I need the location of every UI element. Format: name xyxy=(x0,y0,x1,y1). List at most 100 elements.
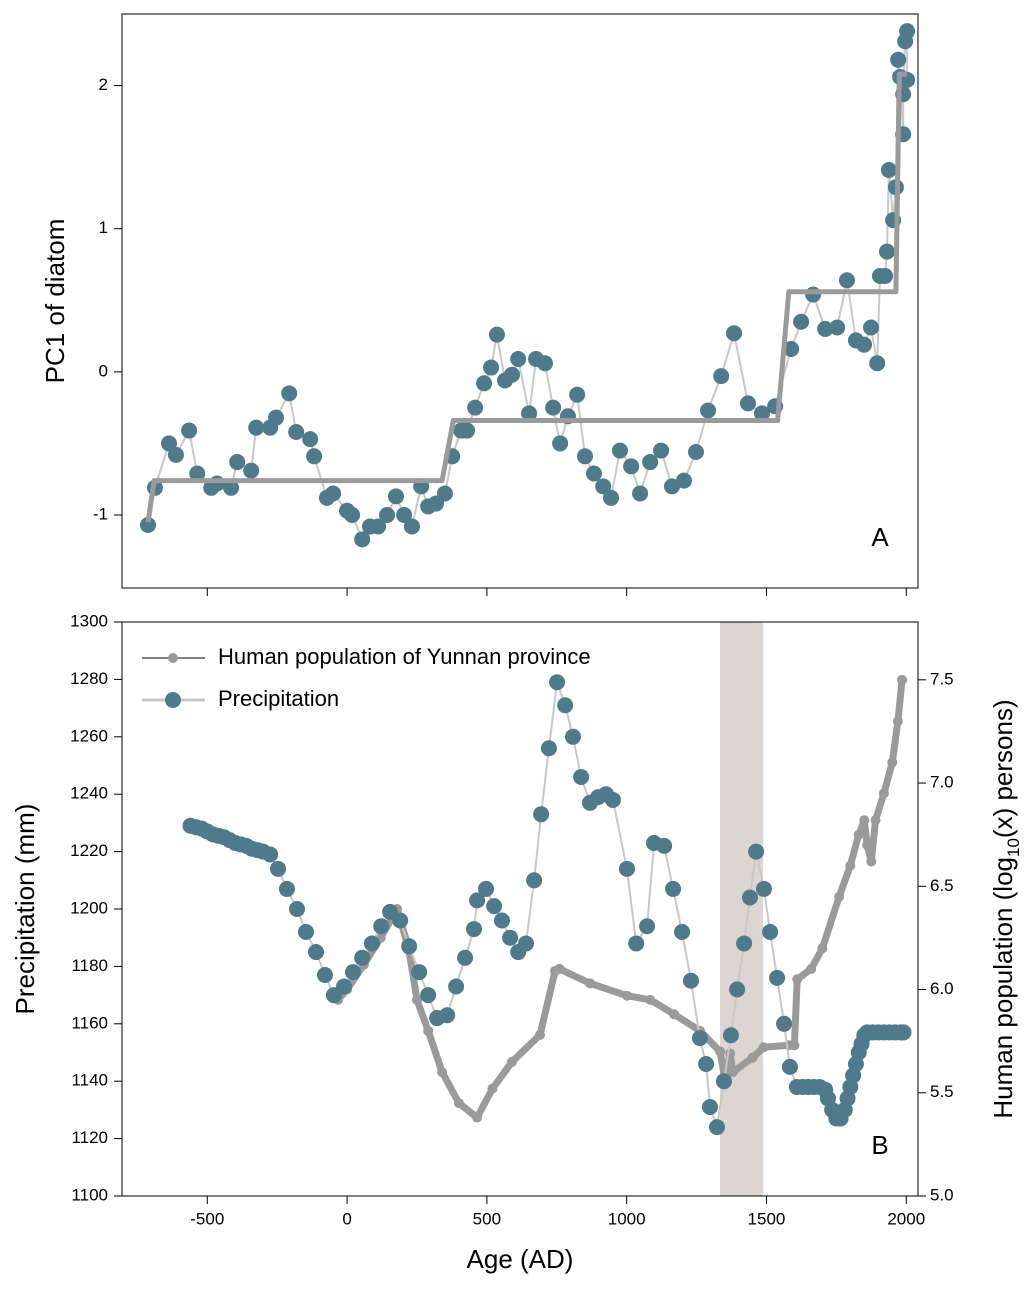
data-point xyxy=(880,162,897,179)
data-point xyxy=(537,355,554,372)
y-tick-label: 1140 xyxy=(71,1071,108,1090)
data-point xyxy=(411,994,422,1005)
y-tick-label: 1 xyxy=(99,218,108,237)
data-point xyxy=(325,485,342,502)
data-point xyxy=(423,1025,434,1036)
data-point xyxy=(243,462,260,479)
data-point xyxy=(862,839,873,850)
data-point xyxy=(722,1027,739,1044)
y2-axis-label-part: 10 xyxy=(1004,838,1023,857)
series-line xyxy=(147,30,909,541)
data-point xyxy=(755,880,772,897)
data-point xyxy=(459,422,476,439)
data-point xyxy=(741,889,758,906)
data-point xyxy=(895,1024,912,1041)
data-point xyxy=(727,1067,738,1078)
data-point xyxy=(869,355,886,372)
data-point xyxy=(493,912,510,929)
x-tick-label: -500 xyxy=(190,1209,224,1228)
series-line xyxy=(335,679,906,1121)
data-point xyxy=(140,517,157,534)
data-point xyxy=(870,815,881,826)
data-point xyxy=(189,465,206,482)
data-point xyxy=(229,454,246,471)
data-point xyxy=(209,475,226,492)
y-tick-label: 0 xyxy=(99,361,108,380)
data-point xyxy=(642,454,659,471)
data-point xyxy=(878,243,895,260)
data-point xyxy=(502,929,519,946)
data-point xyxy=(639,918,656,935)
y-tick-label: 1100 xyxy=(71,1185,108,1204)
y2-tick-label: 7.5 xyxy=(930,669,954,688)
y-axis-label: Precipitation (mm) xyxy=(10,804,40,1015)
data-point xyxy=(618,860,635,877)
data-point xyxy=(653,442,670,459)
data-point xyxy=(223,479,240,496)
data-point xyxy=(747,1052,758,1063)
data-point xyxy=(278,880,295,897)
data-point xyxy=(669,1009,680,1020)
data-point xyxy=(288,423,305,440)
data-point xyxy=(663,478,680,495)
data-point xyxy=(569,386,586,403)
data-point xyxy=(892,716,903,727)
data-point xyxy=(476,375,493,392)
data-point xyxy=(878,788,889,799)
y-tick-label: 1260 xyxy=(70,726,108,745)
y-tick-label: 1160 xyxy=(71,1013,108,1032)
data-point xyxy=(469,892,486,909)
data-point xyxy=(674,923,691,940)
data-point xyxy=(401,938,418,955)
data-point xyxy=(758,1042,769,1053)
data-point xyxy=(420,987,437,1004)
data-point xyxy=(379,506,396,523)
data-point xyxy=(781,1058,798,1075)
data-point xyxy=(478,880,495,897)
data-point xyxy=(483,359,500,376)
data-point xyxy=(853,829,864,840)
legend-marker xyxy=(165,692,181,708)
data-point xyxy=(792,974,803,985)
data-point xyxy=(698,1055,715,1072)
data-point xyxy=(554,963,565,974)
data-point xyxy=(373,918,390,935)
shaded-span xyxy=(720,622,764,1196)
data-point xyxy=(316,967,333,984)
data-point xyxy=(776,1015,793,1032)
data-point xyxy=(510,350,527,367)
data-point xyxy=(472,1112,483,1123)
data-point xyxy=(486,898,503,915)
data-point xyxy=(289,901,306,917)
y2-tick-label: 6.5 xyxy=(930,876,954,895)
data-point xyxy=(363,935,380,952)
y2-tick-label: 6.0 xyxy=(930,979,954,998)
data-point xyxy=(354,949,371,966)
data-point xyxy=(725,1048,736,1059)
x-tick-label: 500 xyxy=(473,1209,501,1228)
data-point xyxy=(306,448,323,465)
data-point xyxy=(729,981,746,998)
data-point xyxy=(437,1067,448,1078)
data-point xyxy=(603,489,620,506)
data-point xyxy=(701,1099,718,1116)
y2-tick-label: 7.0 xyxy=(930,773,954,792)
y-tick-label: 1120 xyxy=(71,1128,108,1147)
data-point xyxy=(817,943,828,954)
data-point xyxy=(708,1119,725,1136)
data-point xyxy=(806,963,817,974)
data-point xyxy=(859,815,870,826)
data-point xyxy=(167,446,184,463)
data-point xyxy=(700,402,717,419)
data-point xyxy=(270,860,287,877)
data-point xyxy=(585,465,602,482)
data-point xyxy=(736,935,753,952)
data-point xyxy=(713,368,730,385)
data-point xyxy=(789,1040,800,1051)
data-point xyxy=(585,978,596,989)
data-point xyxy=(897,674,908,685)
data-point xyxy=(877,267,894,284)
data-point xyxy=(262,846,279,863)
data-point xyxy=(453,1098,464,1109)
